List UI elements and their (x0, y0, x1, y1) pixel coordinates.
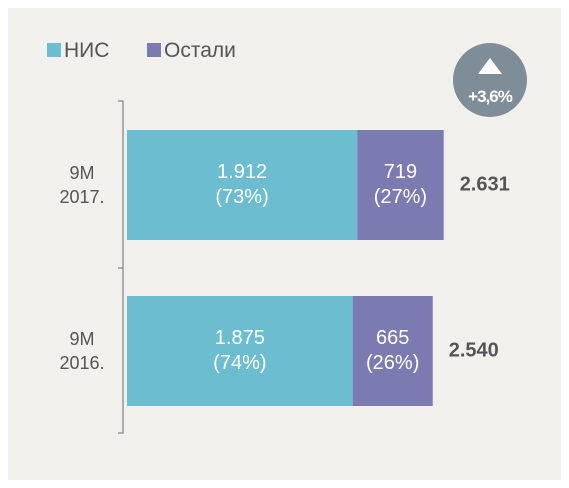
total-label: 2.540 (448, 339, 499, 362)
legend-swatch (147, 43, 161, 57)
legend-label: НИС (64, 39, 110, 62)
legend-label: Остали (164, 39, 236, 62)
badge (453, 43, 527, 117)
value-label: 665 (376, 327, 410, 349)
bar-segment (352, 296, 433, 406)
value-label: 1.912 (217, 161, 268, 183)
total-label: 2.631 (459, 173, 510, 196)
bar-segment (127, 296, 353, 406)
percent-label: (73%) (215, 186, 269, 208)
percent-label: (27%) (373, 186, 428, 208)
data-label: 1.875 (74%) (213, 326, 266, 376)
category-bracket (118, 100, 124, 434)
value-label: 719 (383, 161, 418, 183)
percent-label: (74%) (213, 352, 267, 374)
annotation: +3,6% (468, 87, 513, 106)
data-label: 719 (27%) (374, 160, 427, 210)
bar-segment (127, 130, 358, 240)
category-label: 9M 2017. (59, 163, 105, 207)
badge-arrow (478, 58, 502, 74)
percent-label: (26%) (366, 352, 420, 374)
category-label: 9M 2016. (59, 329, 105, 373)
legend-swatch (47, 43, 61, 57)
bar-segment (357, 130, 444, 240)
data-label: 665 (26%) (366, 326, 419, 376)
data-label: 1.912 (73%) (215, 160, 268, 210)
value-label: 1.875 (214, 327, 265, 349)
